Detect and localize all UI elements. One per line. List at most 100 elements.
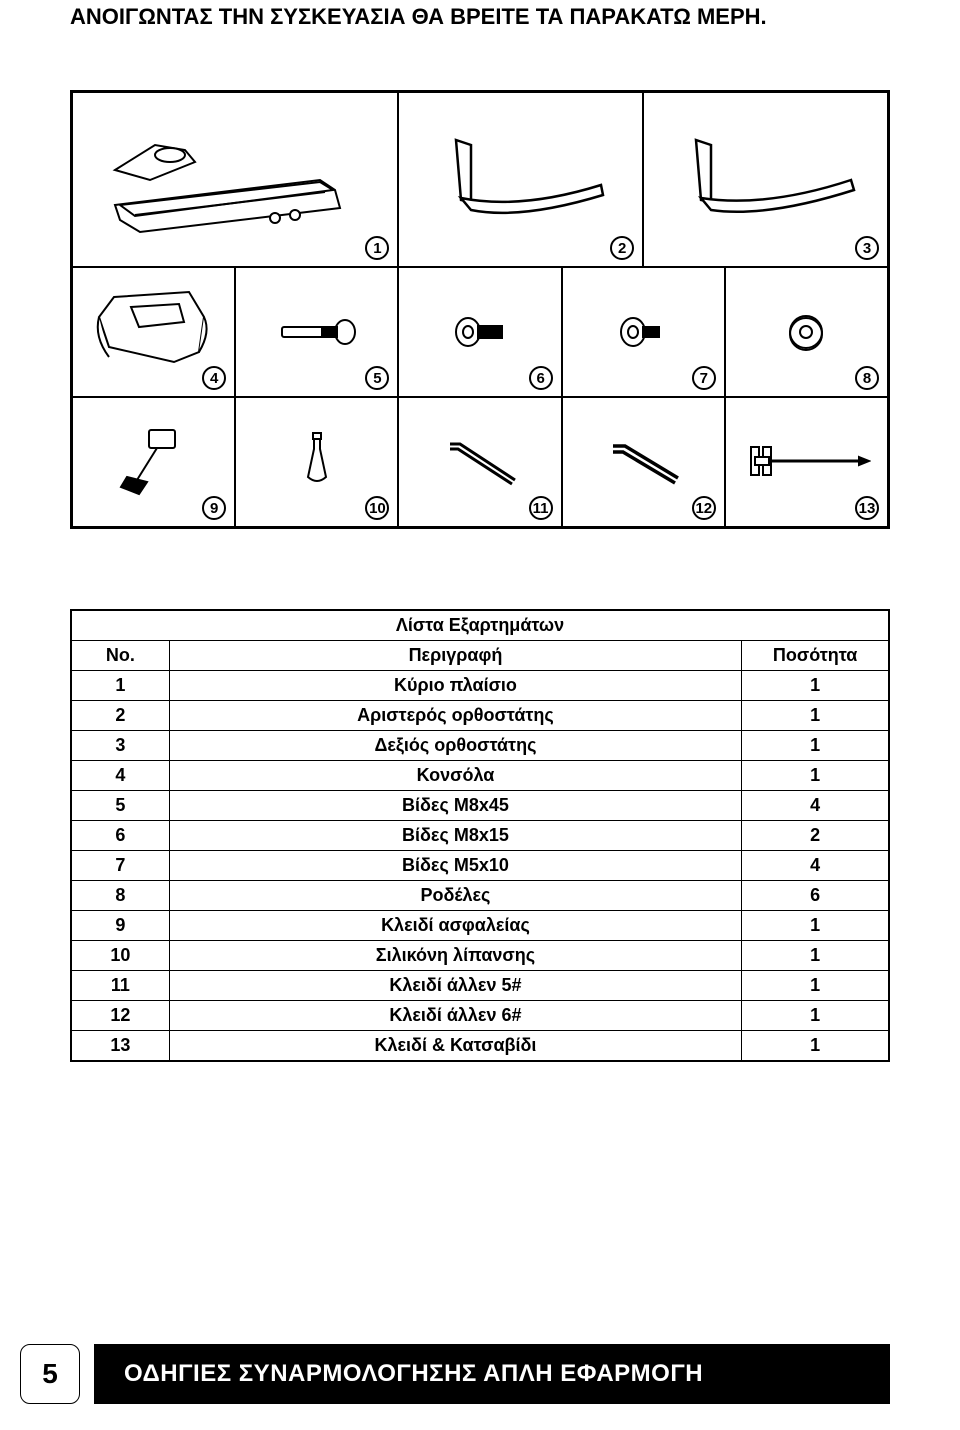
table-row: 12Κλειδί άλλεν 6#1 xyxy=(71,1001,889,1031)
parts-list-table: Λίστα Εξαρτημάτων No. Περιγραφή Ποσότητα… xyxy=(70,609,890,1062)
part-number-badge: 2 xyxy=(610,236,634,260)
table-cell: 1 xyxy=(742,971,889,1001)
part-cell-1: 1 xyxy=(72,92,398,267)
table-row: 1Κύριο πλαίσιο1 xyxy=(71,671,889,701)
part-number-badge: 9 xyxy=(202,496,226,520)
table-cell: 11 xyxy=(71,971,169,1001)
part-number-badge: 1 xyxy=(365,236,389,260)
part-number-badge: 10 xyxy=(365,496,389,520)
part-cell-13: 13 xyxy=(725,397,888,527)
table-row: 9Κλειδί ασφαλείας1 xyxy=(71,911,889,941)
part-cell-11: 11 xyxy=(398,397,561,527)
table-row: 7Βίδες M5x104 xyxy=(71,851,889,881)
table-row: 10Σιλικόνη λίπανσης1 xyxy=(71,941,889,971)
intro-text: ΑΝΟΙΓΩΝΤΑΣ ΤΗΝ ΣΥΣΚΕΥΑΣΙΑ ΘΑ ΒΡΕΙΤΕ ΤΑ Π… xyxy=(70,0,890,90)
upright-left-icon xyxy=(421,120,621,240)
section-title-bar: ΟΔΗΓΙΕΣ ΣΥΝΑΡΜΟΛΟΓΗΣΗΣ ΑΠΛΗ ΕΦΑΡΜΟΓΗ xyxy=(94,1344,890,1404)
table-cell: Βίδες M8x45 xyxy=(169,791,742,821)
table-cell: 4 xyxy=(742,791,889,821)
table-row: 4Κονσόλα1 xyxy=(71,761,889,791)
table-cell: Κλειδί άλλεν 5# xyxy=(169,971,742,1001)
col-header-qty: Ποσότητα xyxy=(742,641,889,671)
part-cell-7: 7 xyxy=(562,267,725,397)
part-number-badge: 13 xyxy=(855,496,879,520)
part-cell-6: 6 xyxy=(398,267,561,397)
part-number-badge: 8 xyxy=(855,366,879,390)
table-cell: 2 xyxy=(742,821,889,851)
washer-icon xyxy=(776,307,836,357)
grid-row-2: 4 5 6 xyxy=(72,267,888,397)
part-cell-5: 5 xyxy=(235,267,398,397)
treadmill-icon xyxy=(95,120,375,240)
part-number-badge: 6 xyxy=(529,366,553,390)
page-number-badge: 5 xyxy=(20,1344,80,1404)
part-cell-2: 2 xyxy=(398,92,643,267)
table-cell: 1 xyxy=(742,911,889,941)
allen-key-a-icon xyxy=(430,432,530,492)
allen-key-b-icon xyxy=(593,432,693,492)
table-row: 3Δεξιός ορθοστάτης1 xyxy=(71,731,889,761)
table-row: 11Κλειδί άλλεν 5#1 xyxy=(71,971,889,1001)
table-cell: Βίδες M8x15 xyxy=(169,821,742,851)
table-cell: Κονσόλα xyxy=(169,761,742,791)
table-title: Λίστα Εξαρτημάτων xyxy=(71,610,889,641)
table-cell: 10 xyxy=(71,941,169,971)
table-header-row: No. Περιγραφή Ποσότητα xyxy=(71,641,889,671)
parts-diagram-grid: 1 2 3 xyxy=(70,90,890,529)
table-cell: Κλειδί άλλεν 6# xyxy=(169,1001,742,1031)
table-cell: 2 xyxy=(71,701,169,731)
table-cell: Σιλικόνη λίπανσης xyxy=(169,941,742,971)
table-cell: 1 xyxy=(742,761,889,791)
table-cell: Βίδες M5x10 xyxy=(169,851,742,881)
bolt-head-a-icon xyxy=(440,307,520,357)
table-cell: 5 xyxy=(71,791,169,821)
table-row: 5Βίδες M8x454 xyxy=(71,791,889,821)
bolt-head-b-icon xyxy=(603,307,683,357)
part-cell-12: 12 xyxy=(562,397,725,527)
table-cell: 1 xyxy=(742,941,889,971)
table-cell: 4 xyxy=(71,761,169,791)
table-cell: 6 xyxy=(742,881,889,911)
part-number-badge: 5 xyxy=(365,366,389,390)
col-header-desc: Περιγραφή xyxy=(169,641,742,671)
console-icon xyxy=(89,282,219,382)
table-cell: 3 xyxy=(71,731,169,761)
table-row: 2Αριστερός ορθοστάτης1 xyxy=(71,701,889,731)
safety-key-icon xyxy=(109,422,199,502)
table-cell: 8 xyxy=(71,881,169,911)
grid-row-1: 1 2 3 xyxy=(72,92,888,267)
table-row: 13Κλειδί & Κατσαβίδι1 xyxy=(71,1031,889,1062)
wrench-tool-icon xyxy=(741,437,871,487)
bolt-long-icon xyxy=(267,307,367,357)
col-header-no: No. xyxy=(71,641,169,671)
table-cell: 1 xyxy=(742,701,889,731)
part-cell-4: 4 xyxy=(72,267,235,397)
lube-bottle-icon xyxy=(292,427,342,497)
table-cell: 1 xyxy=(71,671,169,701)
upright-right-icon xyxy=(666,120,866,240)
part-number-badge: 11 xyxy=(529,496,553,520)
table-cell: Δεξιός ορθοστάτης xyxy=(169,731,742,761)
table-cell: Αριστερός ορθοστάτης xyxy=(169,701,742,731)
table-cell: 9 xyxy=(71,911,169,941)
table-cell: 1 xyxy=(742,671,889,701)
table-row: 6Βίδες M8x152 xyxy=(71,821,889,851)
part-cell-3: 3 xyxy=(643,92,888,267)
table-cell: 7 xyxy=(71,851,169,881)
table-cell: 1 xyxy=(742,1031,889,1062)
part-number-badge: 3 xyxy=(855,236,879,260)
part-cell-8: 8 xyxy=(725,267,888,397)
part-cell-9: 9 xyxy=(72,397,235,527)
part-number-badge: 4 xyxy=(202,366,226,390)
part-cell-10: 10 xyxy=(235,397,398,527)
table-cell: 12 xyxy=(71,1001,169,1031)
table-cell: Κλειδί & Κατσαβίδι xyxy=(169,1031,742,1062)
part-number-badge: 12 xyxy=(692,496,716,520)
table-cell: Κύριο πλαίσιο xyxy=(169,671,742,701)
part-number-badge: 7 xyxy=(692,366,716,390)
table-cell: 6 xyxy=(71,821,169,851)
grid-row-3: 9 10 11 xyxy=(72,397,888,527)
table-cell: Κλειδί ασφαλείας xyxy=(169,911,742,941)
table-row: 8Ροδέλες6 xyxy=(71,881,889,911)
page-footer: 5 ΟΔΗΓΙΕΣ ΣΥΝΑΡΜΟΛΟΓΗΣΗΣ ΑΠΛΗ ΕΦΑΡΜΟΓΗ xyxy=(20,1344,890,1404)
